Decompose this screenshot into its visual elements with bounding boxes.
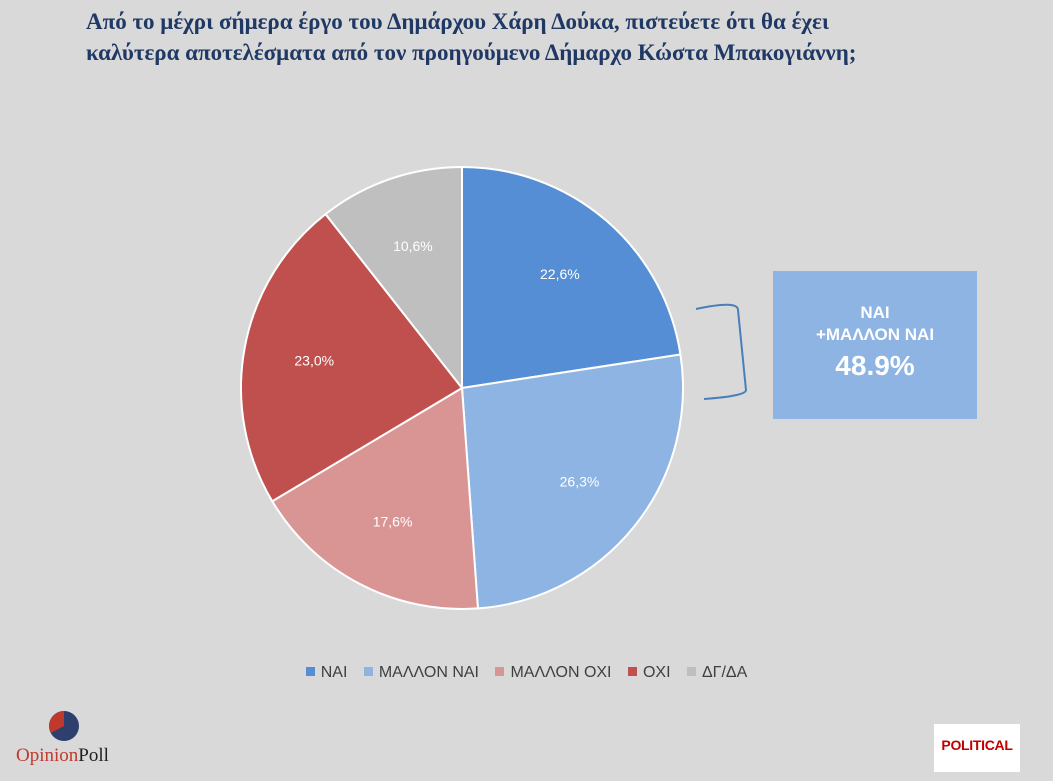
data-label-nai: 22,6% <box>540 266 580 282</box>
logo-poll-text: Poll <box>78 745 109 766</box>
legend-label-nai: ΝΑΙ <box>320 664 348 681</box>
legend-item-nai: ΝΑΙ <box>305 664 348 682</box>
legend-item-mallon-oxi: ΜΑΛΛΟΝ ΟΧΙ <box>495 664 612 682</box>
chart-title: Από το μέχρι σήμερα έργο του Δημάρχου Χά… <box>86 6 1026 68</box>
political-logo: POLITICAL <box>934 724 1020 772</box>
data-label-dg-da: 10,6% <box>393 238 433 254</box>
bracket-connector <box>695 303 748 400</box>
legend-swatch-nai <box>305 667 315 676</box>
callout-line-1: ΝΑΙ <box>860 303 890 322</box>
chart-legend: ΝΑΙ ΜΑΛΛΟΝ ΝΑΙ ΜΑΛΛΟΝ ΟΧΙ ΟΧΙ ΔΓ/ΔΑ <box>0 664 1053 682</box>
legend-label-oxi: ΟΧΙ <box>642 664 671 681</box>
pie-slice-dg-da <box>324 165 463 391</box>
legend-swatch-mallon-oxi <box>495 667 505 676</box>
opinion-poll-logo-text: OpinionPoll <box>16 745 109 767</box>
pie-slice-mallon-oxi <box>270 386 480 610</box>
legend-label-dg-da: ΔΓ/ΔΑ <box>701 664 748 681</box>
callout-line-2: +ΜΑΛΛΟΝ ΝΑΙ <box>815 325 935 344</box>
data-label-mallon-nai: 26,3% <box>560 474 600 490</box>
opinion-poll-logo: OpinionPoll <box>16 708 126 772</box>
legend-swatch-mallon-nai <box>363 667 373 676</box>
pie-slice-mallon-nai <box>460 353 684 610</box>
pie-slice-nai <box>461 165 682 390</box>
opinion-poll-logo-mark <box>49 711 79 741</box>
callout-value: 48.9% <box>835 350 915 381</box>
data-label-mallon-oxi: 17,6% <box>373 513 413 529</box>
pie-slice-oxi <box>240 212 464 503</box>
legend-item-mallon-nai: ΜΑΛΛΟΝ ΝΑΙ <box>363 664 479 682</box>
legend-swatch-oxi <box>627 667 637 676</box>
chart-title-line-2: καλύτερα αποτελέσματα από τον προηγούμεν… <box>86 40 857 65</box>
legend-swatch-dg-da <box>686 667 696 676</box>
legend-label-mallon-oxi: ΜΑΛΛΟΝ ΟΧΙ <box>510 664 612 681</box>
data-label-oxi: 23,0% <box>294 353 334 369</box>
political-logo-text: POLITICAL <box>941 737 1013 753</box>
legend-label-mallon-nai: ΜΑΛΛΟΝ ΝΑΙ <box>378 664 479 681</box>
legend-item-oxi: ΟΧΙ <box>627 664 671 682</box>
callout-box: ΝΑΙ +ΜΑΛΛΟΝ ΝΑΙ 48.9% <box>773 271 977 419</box>
chart-title-line-1: Από το μέχρι σήμερα έργο του Δημάρχου Χά… <box>86 9 829 34</box>
logo-opinion-text: Opinion <box>16 745 79 766</box>
legend-item-dg-da: ΔΓ/ΔΑ <box>686 664 748 682</box>
